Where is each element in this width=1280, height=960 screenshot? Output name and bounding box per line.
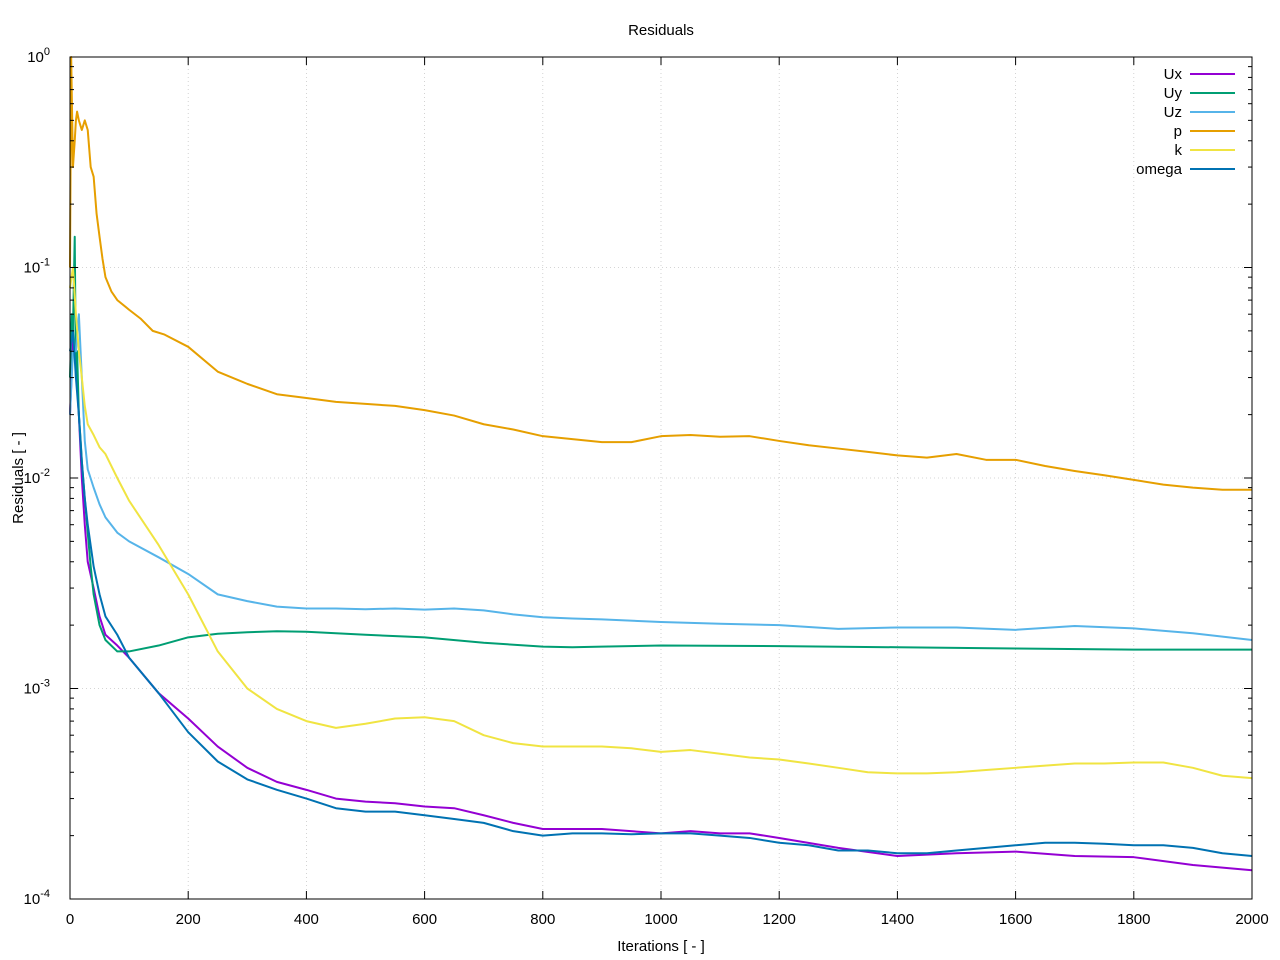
x-tick-label: 1800 bbox=[1117, 911, 1150, 928]
x-axis-label: Iterations [ - ] bbox=[617, 938, 705, 955]
legend: Ux Uy Uz pk omega bbox=[1136, 66, 1235, 178]
series-line-k bbox=[69, 266, 1253, 780]
y-tick-exponent: 0 bbox=[44, 46, 50, 58]
tick-labels: 0 200 400 600 800 1000 1200 1400 1600 1800 2000100… bbox=[24, 46, 1269, 928]
x-tick-label: 2000 bbox=[1235, 911, 1268, 928]
y-tick-mantissa: 10 bbox=[27, 49, 44, 66]
legend-label-omega: omega bbox=[1136, 161, 1183, 178]
y-tick-label: 100 bbox=[27, 46, 50, 66]
series-line-p bbox=[69, 56, 1252, 491]
grid bbox=[70, 57, 1252, 899]
x-tick-label: 1000 bbox=[644, 911, 677, 928]
legend-label-Uz: Uz bbox=[1164, 104, 1182, 121]
y-tick-label: 10-3 bbox=[24, 678, 50, 698]
y-tick-label: 10-1 bbox=[24, 257, 50, 277]
x-tick-label: 1600 bbox=[999, 911, 1032, 928]
y-tick-mantissa: 10 bbox=[24, 470, 41, 487]
series-lines bbox=[69, 56, 1253, 872]
y-tick-label: 10-4 bbox=[24, 888, 50, 908]
x-tick-label: 1200 bbox=[763, 911, 796, 928]
y-tick-mantissa: 10 bbox=[24, 891, 41, 908]
series-line-Uz bbox=[69, 313, 1253, 641]
y-tick-mantissa: 10 bbox=[24, 681, 41, 698]
y-tick-exponent: -1 bbox=[40, 257, 50, 269]
y-axis-label: Residuals [ - ] bbox=[10, 432, 27, 524]
x-tick-label: 0 bbox=[66, 911, 74, 928]
y-tick-exponent: -4 bbox=[40, 888, 50, 900]
x-tick-label: 200 bbox=[176, 911, 201, 928]
legend-label-p: p bbox=[1174, 123, 1182, 140]
legend-label-Uy: Uy bbox=[1164, 85, 1183, 102]
y-tick-exponent: -2 bbox=[40, 467, 50, 479]
ticks bbox=[69, 56, 1253, 900]
series-line-omega bbox=[69, 329, 1253, 858]
chart-title: Residuals bbox=[628, 22, 694, 39]
y-tick-mantissa: 10 bbox=[24, 260, 41, 277]
x-tick-label: 800 bbox=[530, 911, 555, 928]
legend-label-Ux: Ux bbox=[1164, 66, 1183, 83]
y-tick-label: 10-2 bbox=[24, 467, 50, 487]
x-tick-label: 1400 bbox=[881, 911, 914, 928]
x-tick-label: 600 bbox=[412, 911, 437, 928]
x-tick-label: 400 bbox=[294, 911, 319, 928]
y-tick-exponent: -3 bbox=[40, 678, 50, 690]
legend-label-k: k bbox=[1175, 142, 1183, 159]
